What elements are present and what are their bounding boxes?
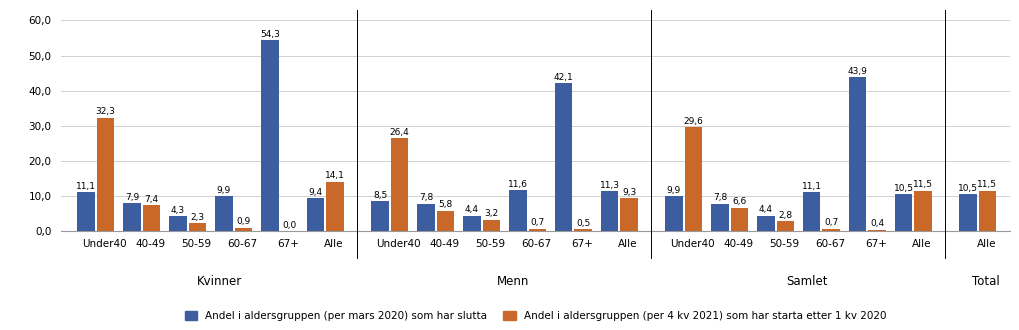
Text: 3,2: 3,2 — [484, 209, 498, 218]
Bar — [913, 191, 930, 231]
Bar — [730, 208, 747, 231]
Bar — [664, 196, 682, 231]
Text: 11,5: 11,5 — [976, 180, 997, 189]
Bar — [307, 198, 324, 231]
Text: 4,4: 4,4 — [465, 205, 478, 214]
Bar — [77, 192, 95, 231]
Bar — [234, 228, 252, 231]
Text: Kvinner: Kvinner — [197, 275, 242, 288]
Bar — [710, 204, 728, 231]
Text: 32,3: 32,3 — [96, 107, 115, 116]
Text: 26,4: 26,4 — [389, 128, 409, 137]
Text: 5,8: 5,8 — [438, 200, 452, 209]
Bar — [482, 220, 499, 231]
Text: 0,9: 0,9 — [236, 217, 251, 226]
Text: 0,4: 0,4 — [869, 219, 883, 228]
Text: 7,4: 7,4 — [145, 195, 158, 204]
Bar — [894, 194, 911, 231]
Text: 10,5: 10,5 — [893, 184, 913, 193]
Text: 14,1: 14,1 — [325, 171, 344, 180]
Text: 11,1: 11,1 — [801, 182, 821, 191]
Text: 11,6: 11,6 — [507, 180, 527, 189]
Bar — [684, 127, 701, 231]
Bar — [215, 196, 232, 231]
Bar — [574, 229, 591, 231]
Text: 2,3: 2,3 — [191, 213, 204, 221]
Bar — [775, 221, 793, 231]
Text: Menn: Menn — [496, 275, 529, 288]
Text: 9,9: 9,9 — [666, 186, 681, 195]
Bar — [390, 138, 408, 231]
Text: 11,5: 11,5 — [912, 180, 932, 189]
Text: 10,5: 10,5 — [957, 184, 977, 193]
Bar — [417, 204, 434, 231]
Text: 0,0: 0,0 — [282, 220, 297, 230]
Bar — [143, 205, 160, 231]
Text: 6,6: 6,6 — [732, 197, 746, 207]
Text: 0,7: 0,7 — [823, 218, 838, 227]
Bar — [463, 215, 480, 231]
Text: 4,3: 4,3 — [171, 206, 184, 214]
Text: 2,8: 2,8 — [777, 211, 792, 220]
Bar — [436, 211, 453, 231]
Text: 7,9: 7,9 — [124, 193, 139, 202]
Text: Samlet: Samlet — [786, 275, 827, 288]
Text: 9,9: 9,9 — [216, 186, 230, 195]
Bar — [756, 215, 773, 231]
Text: 29,6: 29,6 — [683, 117, 703, 126]
Text: 8,5: 8,5 — [373, 191, 387, 200]
Bar — [326, 182, 343, 231]
Bar — [867, 230, 884, 231]
Bar — [802, 192, 819, 231]
Text: 0,5: 0,5 — [576, 219, 590, 228]
Bar — [600, 191, 618, 231]
Text: 11,1: 11,1 — [76, 182, 96, 191]
Text: 11,3: 11,3 — [599, 181, 619, 190]
Bar — [261, 41, 278, 231]
Bar — [508, 190, 526, 231]
Text: Total: Total — [971, 275, 1000, 288]
Text: 42,1: 42,1 — [553, 73, 573, 82]
Bar — [169, 216, 186, 231]
Bar — [848, 77, 865, 231]
Bar — [371, 201, 388, 231]
Text: 43,9: 43,9 — [847, 67, 867, 76]
Bar — [97, 117, 114, 231]
Bar — [554, 83, 572, 231]
Text: 7,8: 7,8 — [419, 193, 433, 202]
Text: 0,7: 0,7 — [530, 218, 544, 227]
Text: 9,3: 9,3 — [622, 188, 636, 197]
Bar — [977, 191, 996, 231]
Bar — [189, 223, 206, 231]
Text: 54,3: 54,3 — [260, 30, 279, 39]
Bar — [528, 229, 545, 231]
Bar — [821, 229, 839, 231]
Text: 9,4: 9,4 — [309, 188, 322, 197]
Bar — [620, 198, 637, 231]
Bar — [123, 203, 141, 231]
Legend: Andel i aldersgruppen (per mars 2020) som har slutta, Andel i aldersgruppen (per: Andel i aldersgruppen (per mars 2020) so… — [180, 307, 890, 325]
Bar — [958, 194, 975, 231]
Text: 7,8: 7,8 — [712, 193, 727, 202]
Text: 4,4: 4,4 — [758, 205, 772, 214]
